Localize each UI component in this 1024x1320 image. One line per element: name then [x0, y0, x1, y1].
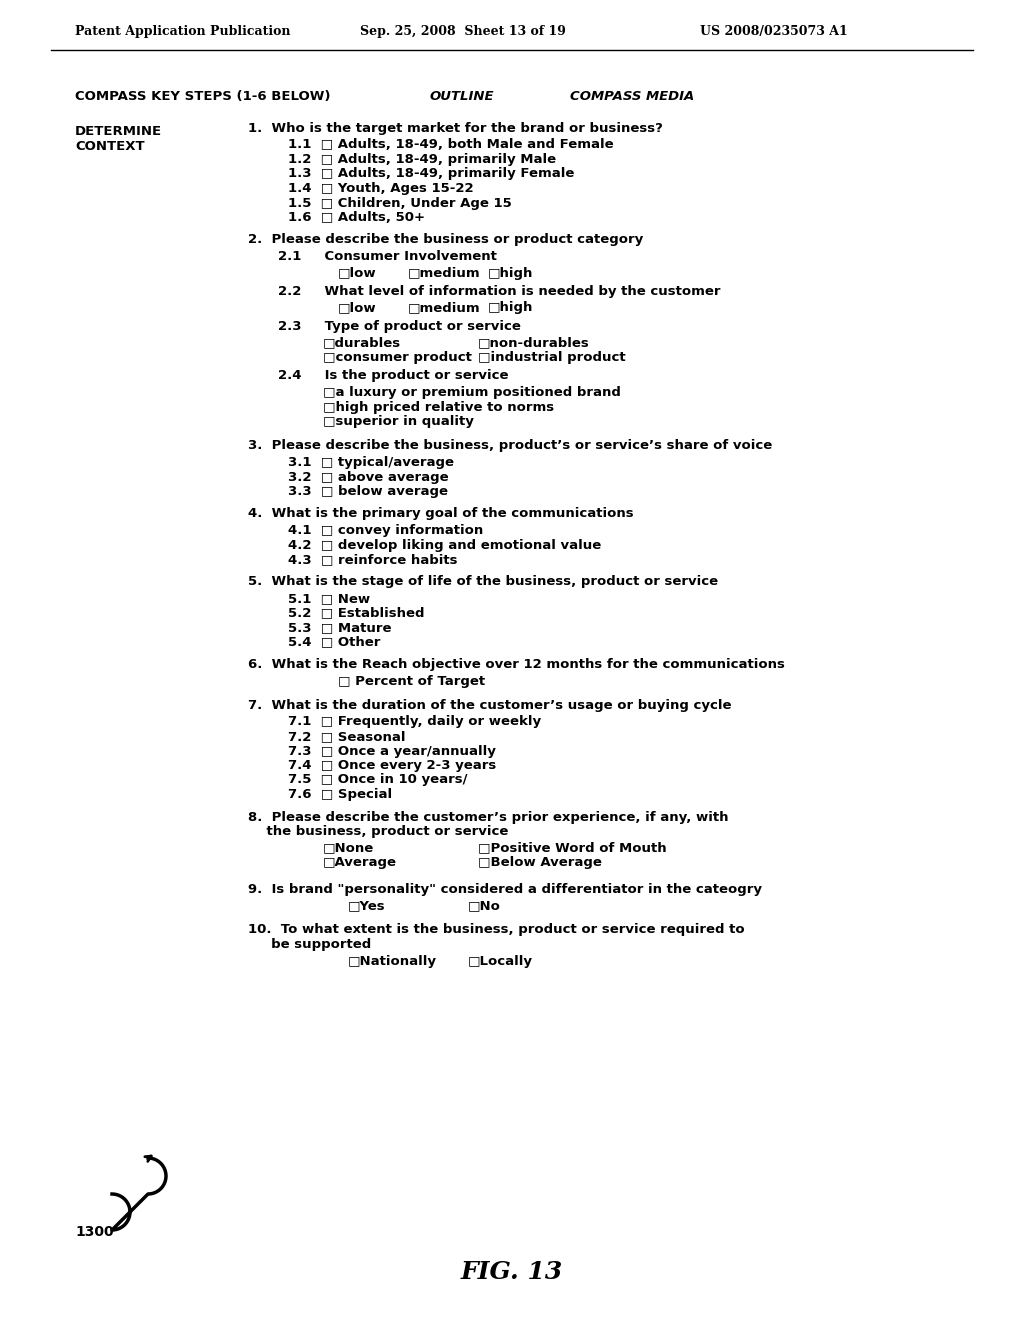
Text: □industrial product: □industrial product	[478, 351, 626, 364]
Text: 7.4  □ Once every 2-3 years: 7.4 □ Once every 2-3 years	[288, 759, 497, 772]
Text: 4.1  □ convey information: 4.1 □ convey information	[288, 524, 483, 537]
Text: 1.4  □ Youth, Ages 15-22: 1.4 □ Youth, Ages 15-22	[288, 182, 474, 195]
Text: 1300: 1300	[75, 1225, 114, 1239]
Text: Patent Application Publication: Patent Application Publication	[75, 25, 291, 38]
Text: FIG. 13: FIG. 13	[461, 1261, 563, 1284]
Text: 5.  What is the stage of life of the business, product or service: 5. What is the stage of life of the busi…	[248, 576, 718, 589]
Text: □high: □high	[488, 301, 534, 314]
Text: 5.2  □ Established: 5.2 □ Established	[288, 606, 425, 619]
Text: 1.6  □ Adults, 50+: 1.6 □ Adults, 50+	[288, 211, 425, 224]
Text: 10.  To what extent is the business, product or service required to: 10. To what extent is the business, prod…	[248, 924, 744, 936]
Text: Sep. 25, 2008  Sheet 13 of 19: Sep. 25, 2008 Sheet 13 of 19	[360, 25, 566, 38]
Text: 3.2  □ above average: 3.2 □ above average	[288, 470, 449, 483]
Text: 3.3  □ below average: 3.3 □ below average	[288, 484, 449, 498]
Text: □Average: □Average	[323, 855, 397, 869]
Text: 7.2  □ Seasonal: 7.2 □ Seasonal	[288, 730, 406, 743]
Text: COMPASS KEY STEPS (1-6 BELOW): COMPASS KEY STEPS (1-6 BELOW)	[75, 90, 331, 103]
Text: be supported: be supported	[248, 939, 372, 950]
Text: 4.3  □ reinforce habits: 4.3 □ reinforce habits	[288, 553, 458, 566]
Text: 7.3  □ Once a year/annually: 7.3 □ Once a year/annually	[288, 744, 496, 758]
Text: □medium: □medium	[408, 267, 480, 280]
Text: □ Percent of Target: □ Percent of Target	[338, 675, 485, 688]
Text: □high priced relative to norms: □high priced relative to norms	[323, 400, 554, 413]
Text: 7.5  □ Once in 10 years/: 7.5 □ Once in 10 years/	[288, 774, 468, 787]
Text: 3.1  □ typical/average: 3.1 □ typical/average	[288, 455, 454, 469]
Text: 5.3  □ Mature: 5.3 □ Mature	[288, 620, 391, 634]
Text: 7.1  □ Frequently, daily or weekly: 7.1 □ Frequently, daily or weekly	[288, 715, 541, 729]
Text: OUTLINE: OUTLINE	[430, 90, 495, 103]
Text: 7.6  □ Special: 7.6 □ Special	[288, 788, 392, 801]
Text: □Below Average: □Below Average	[478, 855, 602, 869]
Text: 4.2  □ develop liking and emotional value: 4.2 □ develop liking and emotional value	[288, 539, 601, 552]
Text: □non-durables: □non-durables	[478, 337, 590, 350]
Text: US 2008/0235073 A1: US 2008/0235073 A1	[700, 25, 848, 38]
Text: 2.  Please describe the business or product category: 2. Please describe the business or produ…	[248, 234, 643, 247]
Text: 1.  Who is the target market for the brand or business?: 1. Who is the target market for the bran…	[248, 121, 663, 135]
Text: 2.1     Consumer Involvement: 2.1 Consumer Involvement	[278, 249, 497, 263]
Text: □low: □low	[338, 267, 377, 280]
Text: □Locally: □Locally	[468, 954, 534, 968]
Text: □None: □None	[323, 842, 374, 854]
Text: COMPASS MEDIA: COMPASS MEDIA	[570, 90, 694, 103]
Text: 1.5  □ Children, Under Age 15: 1.5 □ Children, Under Age 15	[288, 197, 512, 210]
Text: 2.2     What level of information is needed by the customer: 2.2 What level of information is needed …	[278, 285, 721, 298]
Text: □low: □low	[338, 301, 377, 314]
Text: □a luxury or premium positioned brand: □a luxury or premium positioned brand	[323, 385, 621, 399]
Text: 6.  What is the Reach objective over 12 months for the communications: 6. What is the Reach objective over 12 m…	[248, 657, 784, 671]
Text: 4.  What is the primary goal of the communications: 4. What is the primary goal of the commu…	[248, 507, 634, 520]
Text: 2.4     Is the product or service: 2.4 Is the product or service	[278, 370, 509, 383]
Text: □superior in quality: □superior in quality	[323, 414, 474, 428]
Text: 1.3  □ Adults, 18-49, primarily Female: 1.3 □ Adults, 18-49, primarily Female	[288, 168, 574, 181]
Text: □consumer product: □consumer product	[323, 351, 472, 364]
Text: 8.  Please describe the customer’s prior experience, if any, with: 8. Please describe the customer’s prior …	[248, 810, 728, 824]
Text: □No: □No	[468, 899, 501, 912]
Text: 1.1  □ Adults, 18-49, both Male and Female: 1.1 □ Adults, 18-49, both Male and Femal…	[288, 139, 613, 152]
Text: □Positive Word of Mouth: □Positive Word of Mouth	[478, 842, 667, 854]
Text: □Nationally: □Nationally	[348, 954, 437, 968]
Text: 5.4  □ Other: 5.4 □ Other	[288, 635, 380, 648]
Text: the business, product or service: the business, product or service	[248, 825, 508, 838]
Text: 9.  Is brand "personality" considered a differentiator in the cateogry: 9. Is brand "personality" considered a d…	[248, 883, 762, 895]
Text: □durables: □durables	[323, 337, 401, 350]
Text: 7.  What is the duration of the customer’s usage or buying cycle: 7. What is the duration of the customer’…	[248, 700, 731, 711]
Text: DETERMINE: DETERMINE	[75, 125, 162, 139]
Text: 1.2  □ Adults, 18-49, primarily Male: 1.2 □ Adults, 18-49, primarily Male	[288, 153, 556, 166]
Text: □high: □high	[488, 267, 534, 280]
Text: CONTEXT: CONTEXT	[75, 140, 144, 153]
Text: 3.  Please describe the business, product’s or service’s share of voice: 3. Please describe the business, product…	[248, 440, 772, 453]
Text: □medium: □medium	[408, 301, 480, 314]
Text: 2.3     Type of product or service: 2.3 Type of product or service	[278, 319, 521, 333]
Text: □Yes: □Yes	[348, 899, 386, 912]
Text: 5.1  □ New: 5.1 □ New	[288, 591, 370, 605]
